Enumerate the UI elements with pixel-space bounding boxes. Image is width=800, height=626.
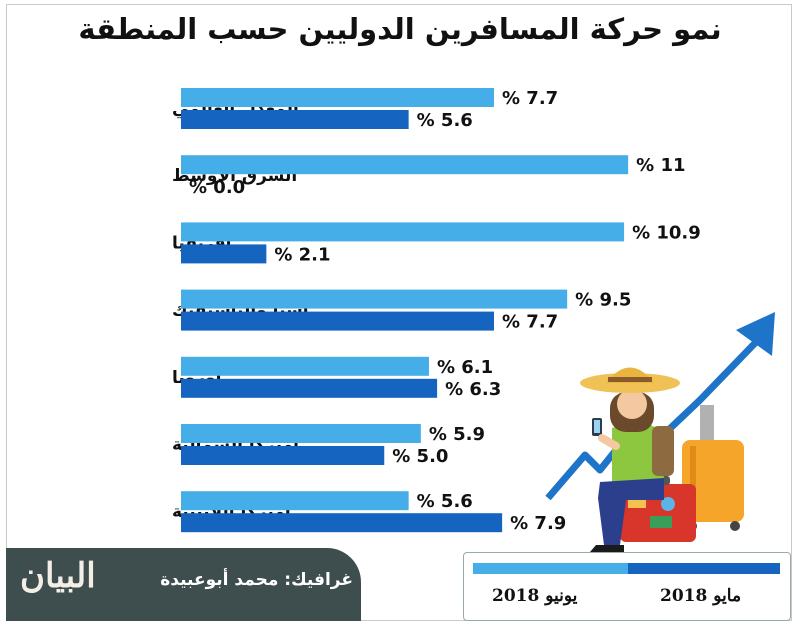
graphic-credit: غرافيك: محمد أبوعبيدة [160,570,353,590]
data-label: % 2.1 [274,244,330,265]
data-label: % 6.1 [437,357,493,378]
bar [181,446,385,465]
data-label: % 6.3 [445,379,501,400]
data-label: % 5.9 [429,424,485,445]
data-label: % 5.6 [417,110,473,131]
bar [181,110,409,129]
legend-swatch-june [473,563,628,574]
footer-bar: البيان غرافيك: محمد أبوعبيدة [6,548,361,621]
bar [181,424,421,443]
bar [181,88,495,107]
chart-title: نمو حركة المسافرين الدوليين حسب المنطقة [78,12,722,46]
bar [181,491,409,511]
bar [181,244,267,264]
bar [181,155,629,175]
legend-label-june: يونيو 2018 [492,586,578,606]
legend-label-may: مايو 2018 [660,586,742,606]
albayan-logo: البيان [20,556,96,596]
data-label: % 7.7 [502,88,558,109]
data-label: % 0.0 [189,177,245,198]
bar [181,356,429,376]
bar [181,311,495,331]
bar [181,378,438,398]
legend-swatch-may [628,563,780,574]
data-label: % 9.5 [575,290,631,311]
data-label: % 5.0 [392,446,448,467]
traveler-illustration [545,312,775,552]
bar [181,513,503,533]
bar [181,289,568,309]
data-label: % 10.9 [632,222,701,243]
data-label: % 11 [636,155,685,176]
bar [181,222,625,242]
data-label: % 7.9 [510,513,566,534]
data-label: % 7.7 [502,312,558,333]
data-label: % 5.6 [417,491,473,512]
